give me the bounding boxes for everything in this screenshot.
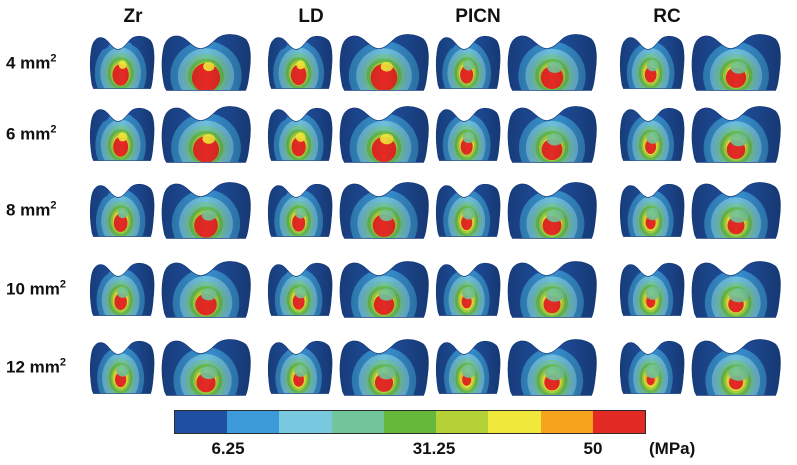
row-label-superscript: 2 xyxy=(50,52,57,65)
row-label-superscript: 2 xyxy=(50,199,57,212)
tooth-model-ld-4mm2-view-1 xyxy=(266,32,334,92)
tooth-model-ld-6mm2-view-2 xyxy=(337,102,431,166)
tooth-model-picn-12mm2-view-1 xyxy=(434,337,502,397)
tooth-model-rc-12mm2-view-2 xyxy=(689,335,783,399)
row-label-8mm2: 8 mm2 xyxy=(6,200,57,221)
tooth-model-ld-10mm2-view-2 xyxy=(337,257,431,321)
row-label-text: 8 mm xyxy=(6,200,51,220)
tooth-model-ld-6mm2-view-1 xyxy=(266,104,334,164)
legend-color-cell xyxy=(592,411,645,433)
column-header-picn: PICN xyxy=(455,6,501,27)
legend-color-cell xyxy=(436,411,489,433)
tooth-model-rc-8mm2-view-1 xyxy=(618,180,686,240)
tooth-model-rc-4mm2-view-2 xyxy=(689,30,783,94)
tooth-model-picn-4mm2-view-2 xyxy=(505,30,599,94)
legend-tick-high: 50 xyxy=(583,439,603,458)
row-label-12mm2: 12 mm2 xyxy=(6,357,66,378)
tooth-model-rc-8mm2-view-2 xyxy=(689,178,783,242)
tooth-model-rc-6mm2-view-2 xyxy=(689,102,783,166)
row-label-superscript: 2 xyxy=(59,356,66,369)
row-label-text: 12 mm xyxy=(6,357,60,377)
stress-color-scale-bar xyxy=(174,410,646,434)
tooth-model-ld-4mm2-view-2 xyxy=(337,30,431,94)
tooth-model-rc-6mm2-view-1 xyxy=(618,104,686,164)
tooth-model-zr-12mm2-view-1 xyxy=(88,337,156,397)
column-header-rc: RC xyxy=(653,6,681,27)
legend-color-cell xyxy=(331,411,384,433)
legend-color-cell xyxy=(540,411,593,433)
row-label-superscript: 2 xyxy=(50,123,57,136)
tooth-model-rc-10mm2-view-2 xyxy=(689,257,783,321)
tooth-model-picn-6mm2-view-2 xyxy=(505,102,599,166)
legend-tick-low: 6.25 xyxy=(211,439,245,458)
tooth-model-picn-10mm2-view-2 xyxy=(505,257,599,321)
row-label-text: 6 mm xyxy=(6,124,51,144)
tooth-model-zr-10mm2-view-1 xyxy=(88,259,156,319)
tooth-model-zr-10mm2-view-2 xyxy=(159,257,253,321)
tooth-model-ld-8mm2-view-2 xyxy=(337,178,431,242)
row-label-6mm2: 6 mm2 xyxy=(6,124,57,145)
legend-color-cell xyxy=(383,411,437,433)
tooth-model-picn-12mm2-view-2 xyxy=(505,335,599,399)
column-header-zr: Zr xyxy=(123,6,143,27)
tooth-model-picn-4mm2-view-1 xyxy=(434,32,502,92)
row-label-text: 10 mm xyxy=(6,279,60,299)
tooth-model-ld-10mm2-view-1 xyxy=(266,259,334,319)
tooth-model-picn-6mm2-view-1 xyxy=(434,104,502,164)
tooth-model-picn-10mm2-view-1 xyxy=(434,259,502,319)
tooth-model-ld-12mm2-view-1 xyxy=(266,337,334,397)
legend-color-cell xyxy=(227,411,280,433)
tooth-model-zr-6mm2-view-1 xyxy=(88,104,156,164)
legend-color-cell xyxy=(175,411,228,433)
tooth-model-zr-8mm2-view-1 xyxy=(88,180,156,240)
tooth-model-rc-4mm2-view-1 xyxy=(618,32,686,92)
tooth-model-picn-8mm2-view-1 xyxy=(434,180,502,240)
tooth-model-zr-4mm2-view-1 xyxy=(88,32,156,92)
legend-unit-label: (MPa) xyxy=(649,439,696,458)
row-label-text: 4 mm xyxy=(6,53,51,73)
tooth-model-ld-8mm2-view-1 xyxy=(266,180,334,240)
row-label-4mm2: 4 mm2 xyxy=(6,53,57,74)
tooth-model-zr-6mm2-view-2 xyxy=(159,102,253,166)
tooth-model-zr-12mm2-view-2 xyxy=(159,335,253,399)
legend-tick-mid: 31.25 xyxy=(412,439,456,458)
column-header-ld: LD xyxy=(298,6,324,27)
row-label-10mm2: 10 mm2 xyxy=(6,279,66,300)
tooth-model-zr-4mm2-view-2 xyxy=(159,30,253,94)
tooth-model-rc-12mm2-view-1 xyxy=(618,337,686,397)
tooth-model-picn-8mm2-view-2 xyxy=(505,178,599,242)
tooth-model-ld-12mm2-view-2 xyxy=(337,335,431,399)
tooth-model-rc-10mm2-view-1 xyxy=(618,259,686,319)
tooth-model-zr-8mm2-view-2 xyxy=(159,178,253,242)
legend-color-cell xyxy=(279,411,332,433)
legend-color-cell xyxy=(488,411,541,433)
row-label-superscript: 2 xyxy=(59,278,66,291)
